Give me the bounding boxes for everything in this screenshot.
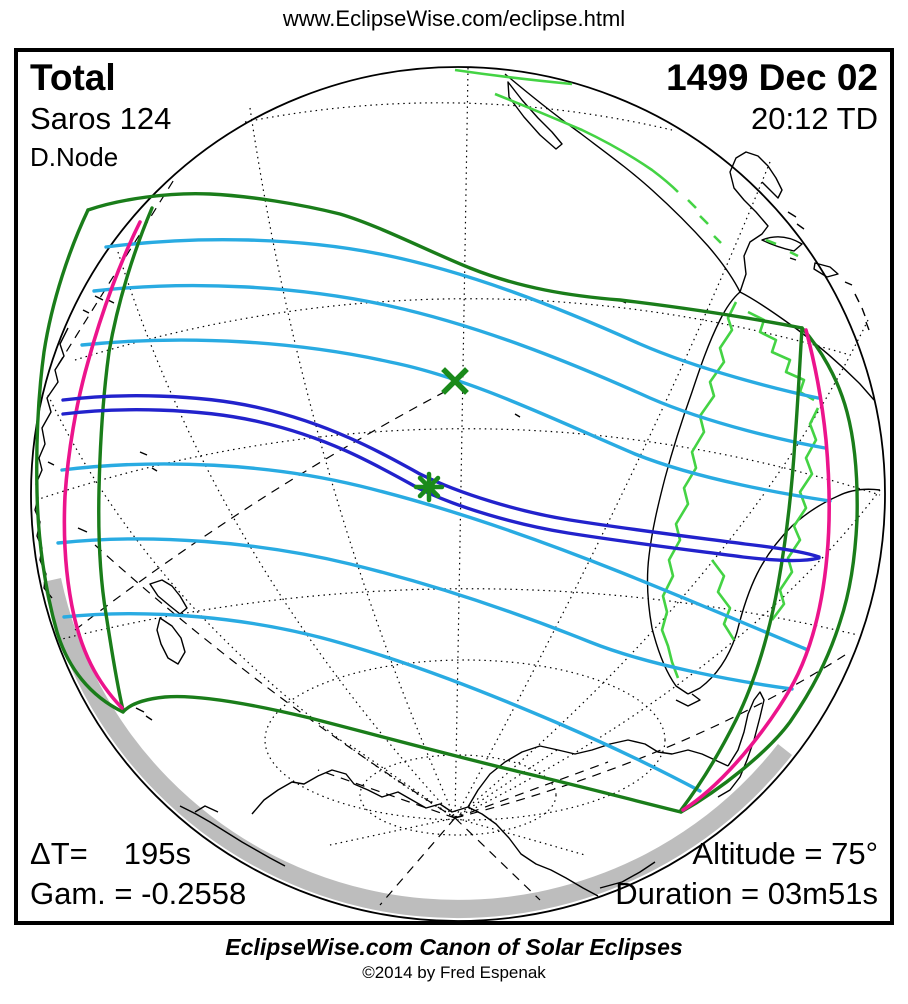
coast-antarctica-limb-left	[179, 805, 286, 867]
copyright: ©2014 by Fred Espenak	[362, 963, 546, 982]
coast-gulf-mexico	[729, 151, 783, 293]
delta-t-row: ΔT= 195s	[30, 834, 246, 874]
limit-left-inner	[97, 206, 154, 712]
coast-north-america	[504, 73, 741, 293]
feature-east-sa-borders	[770, 407, 820, 621]
coast-cuba	[761, 236, 803, 252]
coast-antarctica-limb-right	[599, 861, 656, 889]
coast-south-america-west	[646, 291, 741, 695]
limit-right-inner	[679, 326, 804, 812]
site-url: www.EclipseWise.com/eclipse.html	[282, 6, 626, 31]
limb-shading	[43, 578, 792, 919]
eclipse-type-block: Total Saros 124 D.Node	[30, 57, 171, 176]
saros-series: Saros 124	[30, 101, 172, 136]
canon-title: EclipseWise.com Canon of Solar Eclipses	[225, 934, 683, 960]
feature-mexico-coast-line	[494, 92, 679, 193]
coast-south-america-north	[739, 291, 875, 401]
subsolar-x-marker	[441, 367, 469, 395]
limit-left-outer	[35, 208, 125, 714]
sunrise-curve	[62, 220, 142, 710]
coast-antarctica-bay	[467, 739, 729, 808]
land-features	[454, 68, 820, 679]
eclipse-type: Total	[30, 57, 116, 98]
coast-baja	[507, 81, 563, 150]
coast-antilles	[787, 211, 870, 331]
coast-antarctica	[251, 769, 599, 897]
graticule-dashed	[57, 177, 846, 906]
gamma-value: Gam. = -0.2558	[30, 876, 247, 911]
coast-south-america-east	[687, 488, 881, 695]
southern-limit	[121, 694, 683, 814]
feature-andes	[660, 301, 738, 679]
eclipse-params-left: ΔT= 195s Gam. = -0.2558	[30, 834, 246, 914]
eclipse-date: 1499 Dec 02	[666, 57, 878, 98]
footer: EclipseWise.com Canon of Solar Eclipses …	[0, 932, 908, 984]
coast-tierra-del-fuego	[675, 693, 701, 707]
northern-limit	[86, 191, 804, 330]
delta-t-label: ΔT=	[30, 836, 88, 871]
central-path	[61, 394, 821, 563]
sunrise-sunset-curves	[62, 220, 831, 812]
coast-new-zealand	[135, 579, 188, 721]
coastlines	[34, 73, 881, 897]
coast-hispaniola	[813, 262, 839, 278]
greatest-eclipse-marker	[413, 471, 445, 503]
limit-right-outer	[679, 326, 859, 814]
eclipse-params-right: Altitude = 75° Duration = 03m51s	[615, 834, 878, 914]
feature-north-sa-borders	[747, 310, 815, 402]
magnitude-curves	[56, 237, 832, 793]
eclipse-globe-map	[30, 66, 886, 921]
coast-antarctic-peninsula	[717, 691, 765, 798]
globe-limb	[30, 66, 886, 921]
altitude-value: Altitude = 75°	[692, 836, 878, 871]
penumbra-limit-curves	[35, 191, 859, 814]
node-label: D.Node	[30, 142, 119, 172]
sunset-curve	[681, 328, 831, 812]
eclipse-time: 20:12 TD	[751, 101, 878, 136]
path-south-limit	[61, 408, 821, 563]
duration-value: Duration = 03m51s	[615, 876, 878, 911]
feature-central-america	[687, 199, 799, 258]
eclipse-date-block: 1499 Dec 02 20:12 TD	[666, 57, 878, 139]
feature-us-mexico-border	[454, 68, 573, 86]
map-frame: Total Saros 124 D.Node 1499 Dec 02 20:12…	[14, 48, 894, 925]
path-north-limit	[61, 394, 821, 559]
feature-argentina-borders	[710, 559, 736, 641]
delta-t-value: 195s	[123, 836, 191, 871]
